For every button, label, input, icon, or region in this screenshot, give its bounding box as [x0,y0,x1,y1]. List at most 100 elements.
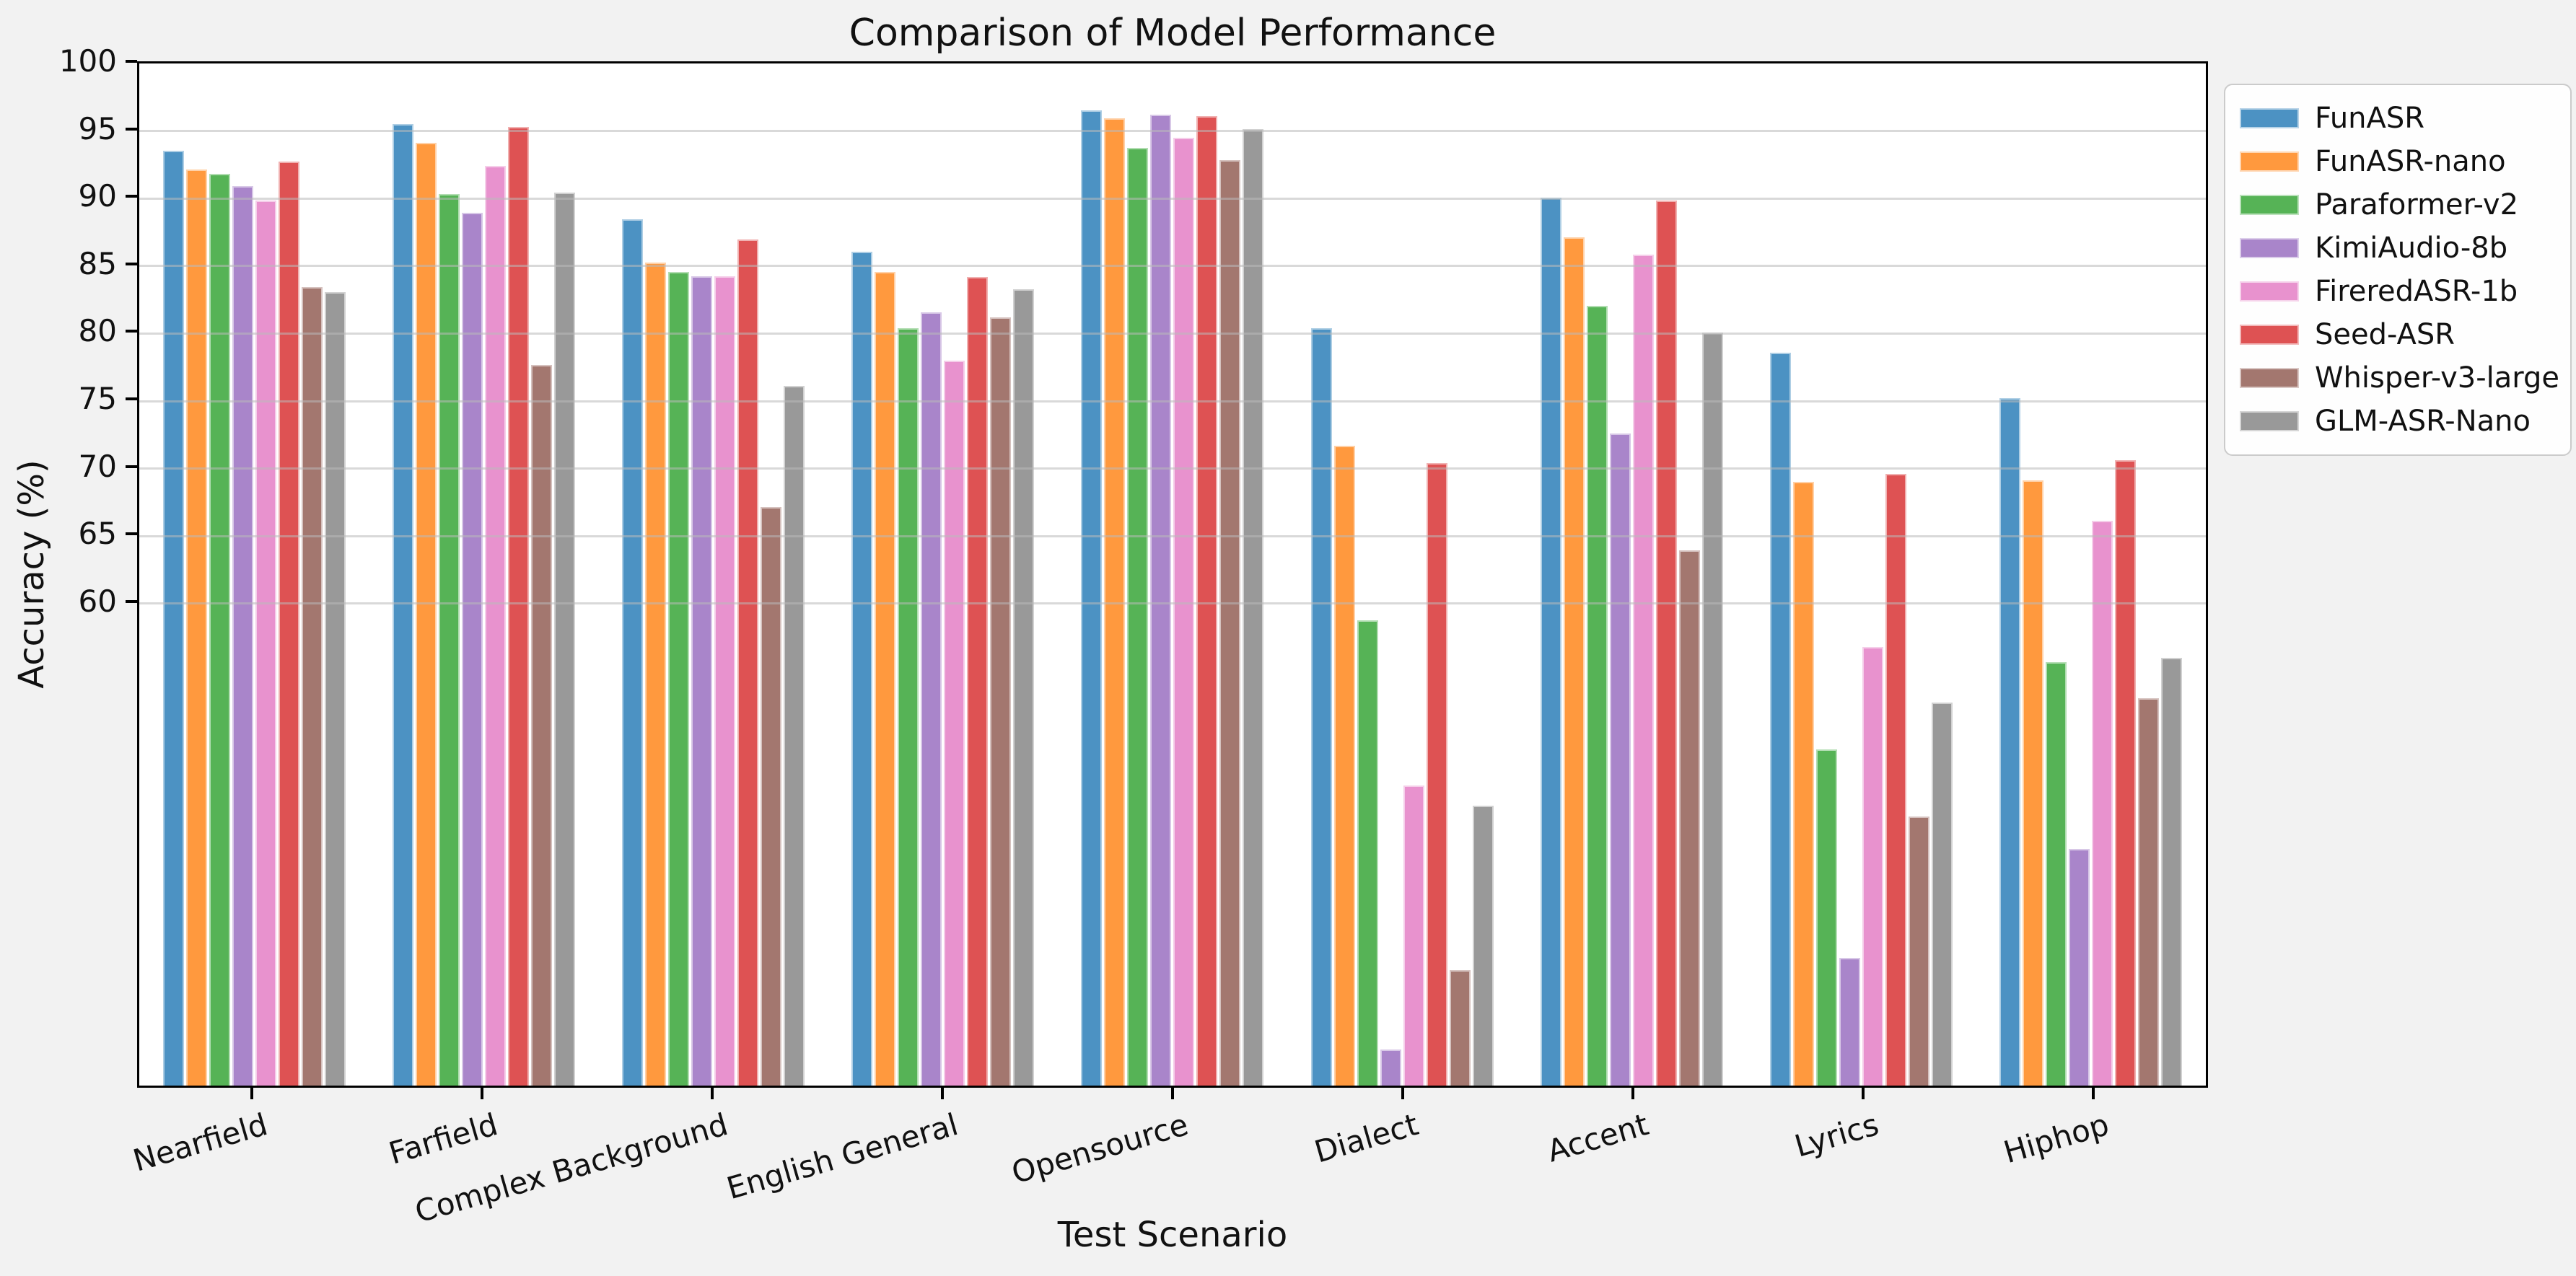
legend-item-funasr-nano: FunASR-nano [2240,140,2556,183]
y-axis-title: Accuracy (%) [12,459,52,689]
y-tick-mark-80 [126,330,137,333]
x-tick-label-english-general: English General [722,1106,963,1207]
bar-kimiaudio-8b-farfield [461,212,483,1086]
bar-kimiaudio-8b-english-general [921,312,942,1086]
y-tick-mark-70 [126,465,137,468]
bar-seed-asr-hiphop [2115,460,2137,1086]
bar-funasr-accent [1540,198,1561,1086]
bar-fireredasr-1b-dialect [1403,786,1424,1086]
bar-funasr-dialect [1310,328,1332,1086]
bar-whisper-v3-large-dialect [1449,969,1471,1086]
x-tick-mark-lyrics [1861,1088,1865,1099]
y-tick-label-80: 80 [78,313,117,349]
bar-group-lyrics [1747,63,1976,1086]
bar-whisper-v3-large-complex-background [761,507,782,1086]
legend-swatch-paraformer-v2 [2240,195,2299,215]
bar-kimiaudio-8b-accent [1609,433,1631,1086]
y-tick-mark-60 [126,599,137,603]
x-tick-mark-accent [1631,1088,1634,1099]
bar-group-farfield [369,63,598,1086]
bar-whisper-v3-large-nearfield [301,286,323,1086]
bar-group-hiphop [1976,63,2206,1086]
x-tick-label-farfield: Farfield [385,1106,502,1171]
x-tick-label-opensource: Opensource [1007,1106,1192,1191]
bar-seed-asr-accent [1655,201,1677,1086]
x-tick-mark-hiphop [2091,1088,2095,1099]
bar-kimiaudio-8b-dialect [1380,1049,1401,1086]
legend-label-kimiaudio-8b: KimiAudio-8b [2315,232,2508,265]
bar-fireredasr-1b-lyrics [1862,647,1884,1086]
bar-glm-asr-nano-dialect [1472,806,1494,1086]
x-tick-mark-nearfield [250,1088,254,1099]
legend-item-kimiaudio-8b: KimiAudio-8b [2240,226,2556,270]
y-tick-mark-65 [126,532,137,536]
plot-area [137,61,2208,1088]
y-tick-mark-90 [126,195,137,198]
legend-item-paraformer-v2: Paraformer-v2 [2240,183,2556,226]
legend-swatch-whisper-v3-large [2240,368,2299,388]
legend-swatch-seed-asr [2240,325,2299,345]
bar-kimiaudio-8b-lyrics [1839,957,1861,1086]
legend-swatch-fireredasr-1b [2240,281,2299,302]
bar-kimiaudio-8b-opensource [1150,114,1172,1086]
bar-glm-asr-nano-complex-background [784,386,805,1086]
y-tick-label-85: 85 [78,245,117,281]
bar-funasr-complex-background [622,219,644,1086]
bar-kimiaudio-8b-nearfield [232,185,253,1086]
y-tick-label-70: 70 [78,448,117,484]
bar-group-english-general [828,63,1058,1086]
bar-fireredasr-1b-farfield [484,165,506,1086]
bar-glm-asr-nano-accent [1701,332,1723,1086]
x-tick-label-dialect: Dialect [1310,1106,1422,1170]
bar-fireredasr-1b-complex-background [714,276,736,1086]
bar-glm-asr-nano-lyrics [1932,702,1953,1086]
bar-kimiaudio-8b-complex-background [691,276,713,1086]
y-tick-label-90: 90 [78,178,117,214]
bar-funasr-nano-nearfield [185,170,207,1086]
bar-kimiaudio-8b-hiphop [2069,848,2090,1086]
legend-swatch-glm-asr-nano [2240,411,2299,431]
bar-funasr-farfield [392,123,413,1086]
bar-whisper-v3-large-farfield [530,364,552,1086]
bar-paraformer-v2-english-general [898,328,919,1086]
bar-fireredasr-1b-accent [1632,254,1654,1086]
bar-funasr-english-general [851,252,873,1086]
y-tick-label-60: 60 [78,583,117,619]
legend: FunASR FunASR-nano Paraformer-v2 KimiAudio-… [2224,84,2572,456]
legend-item-whisper-v3-large: Whisper-v3-large [2240,356,2559,400]
bar-paraformer-v2-hiphop [2046,661,2067,1086]
bar-funasr-hiphop [1999,398,2021,1086]
bar-funasr-nearfield [162,151,184,1086]
bar-group-dialect [1287,63,1517,1086]
bar-whisper-v3-large-accent [1678,550,1700,1086]
bar-funasr-nano-hiphop [2023,480,2044,1086]
bar-funasr-lyrics [1770,352,1792,1086]
bar-glm-asr-nano-opensource [1243,129,1264,1086]
y-tick-label-95: 95 [78,110,117,146]
bar-group-opensource [1058,63,1287,1086]
legend-label-paraformer-v2: Paraformer-v2 [2315,188,2519,221]
bar-seed-asr-nearfield [278,162,299,1086]
bar-glm-asr-nano-english-general [1013,289,1035,1086]
bar-seed-asr-complex-background [737,239,759,1086]
bar-funasr-nano-opensource [1104,118,1126,1086]
bar-funasr-nano-accent [1563,237,1585,1086]
x-tick-label-lyrics: Lyrics [1790,1106,1883,1164]
bar-paraformer-v2-lyrics [1816,749,1838,1086]
bar-paraformer-v2-dialect [1357,620,1378,1086]
legend-item-funasr: FunASR [2240,97,2556,140]
x-tick-mark-farfield [481,1088,484,1099]
bar-funasr-nano-english-general [875,272,896,1086]
x-tick-label-nearfield: Nearfield [129,1106,272,1179]
bar-glm-asr-nano-hiphop [2161,658,2183,1086]
bar-funasr-nano-complex-background [645,262,667,1086]
bar-funasr-nano-lyrics [1793,481,1815,1086]
legend-label-seed-asr: Seed-ASR [2315,318,2455,351]
x-tick-label-hiphop: Hiphop [1999,1106,2113,1171]
bar-funasr-nano-dialect [1333,445,1355,1086]
bar-whisper-v3-large-lyrics [1909,817,1930,1086]
y-tick-mark-75 [126,397,137,401]
x-tick-mark-complex-background [711,1088,714,1099]
bar-seed-asr-opensource [1196,115,1218,1086]
